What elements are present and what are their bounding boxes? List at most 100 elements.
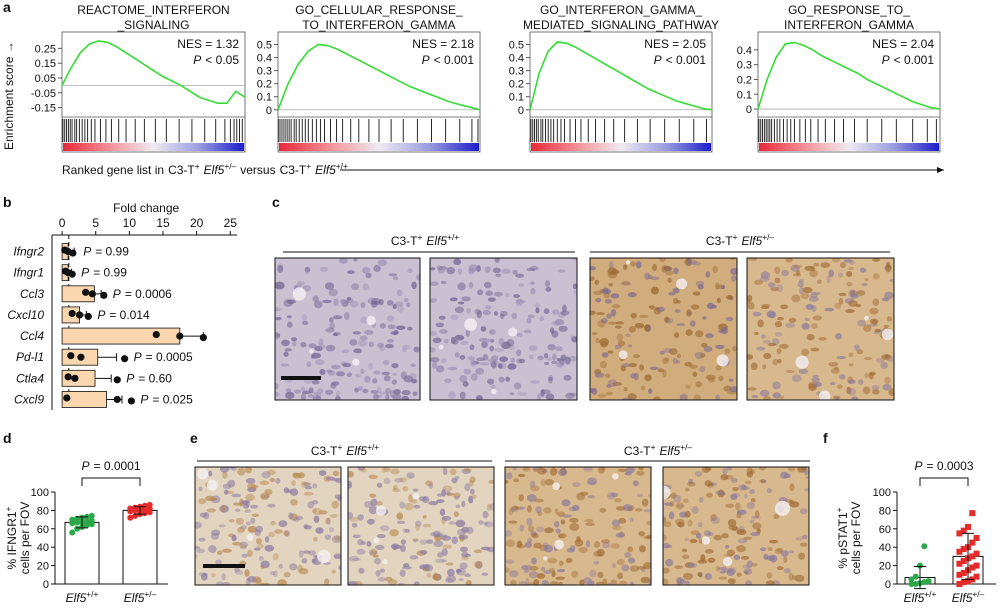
gsea-title: TO_INTERFERON_GAMMA: [302, 18, 455, 32]
cell: [455, 504, 461, 509]
cell: [551, 309, 560, 315]
cell: [399, 569, 406, 577]
category-label: Pd-l1: [16, 350, 44, 364]
category-label: Ccl3: [20, 287, 44, 301]
cell: [606, 582, 612, 585]
cell: [377, 259, 388, 267]
cell: [490, 359, 499, 368]
cell: [759, 479, 766, 483]
cell: [497, 363, 503, 369]
cell: [273, 570, 278, 578]
cell: [779, 343, 789, 349]
cell: [268, 531, 275, 538]
cell: [380, 568, 385, 573]
cell: [467, 356, 476, 361]
cell: [704, 530, 711, 537]
cell: [362, 283, 369, 291]
cell: [513, 294, 520, 298]
cell: [888, 388, 894, 397]
y-tick-label: 20: [879, 561, 891, 573]
cell: [611, 525, 622, 531]
cell: [450, 314, 459, 321]
cell: [313, 515, 320, 523]
x-tick-label-part: Elf5: [124, 591, 145, 605]
cell: [677, 521, 685, 528]
cell: [301, 558, 308, 564]
cell: [684, 537, 689, 542]
cell: [430, 356, 440, 363]
cells: [430, 258, 577, 400]
cell: [396, 289, 403, 297]
enrichment-curve: [529, 41, 713, 111]
cell: [591, 332, 598, 336]
cell: [288, 512, 294, 520]
cell: [632, 480, 639, 487]
p-label-part: = 0.99: [93, 266, 127, 280]
cell: [449, 468, 457, 476]
cell: [484, 521, 494, 528]
cell: [303, 491, 314, 496]
cell: [387, 324, 396, 330]
y-tick-label: 100: [31, 487, 49, 499]
cell: [767, 282, 776, 288]
cell: [441, 535, 451, 541]
cell: [457, 282, 466, 291]
cell: [222, 548, 232, 553]
cell: [729, 386, 737, 393]
cell: [578, 546, 588, 553]
y-tick-label: 0: [43, 579, 49, 591]
p-label-part: P: [422, 53, 430, 67]
x-axis-label-part: Elf5: [204, 163, 225, 177]
x-tick-label: Elf5+/–: [124, 589, 157, 605]
y-tick-label: 60: [37, 524, 49, 536]
error-bar: [97, 353, 118, 362]
cell: [643, 535, 651, 540]
cell: [245, 521, 251, 526]
cell: [487, 297, 496, 302]
cell: [676, 577, 684, 585]
cell: [558, 581, 563, 585]
cell: [641, 498, 649, 507]
cell: [572, 258, 577, 261]
data-point: [64, 373, 72, 381]
cell: [331, 569, 336, 574]
cell: [459, 546, 469, 553]
x-tick-label: 15: [156, 216, 170, 230]
cell: [234, 570, 244, 575]
rank-color-bar: [63, 143, 244, 151]
cell: [607, 321, 618, 325]
cell: [499, 356, 509, 362]
data-point: [956, 571, 963, 578]
cell: [237, 526, 245, 534]
cell: [630, 373, 637, 379]
cell: [562, 514, 573, 518]
cell: [331, 535, 341, 544]
cell: [227, 479, 236, 488]
cell: [439, 329, 448, 334]
cell: [396, 512, 404, 520]
data-point: [68, 270, 76, 278]
cell: [602, 287, 609, 295]
cell: [869, 307, 879, 315]
cell: [811, 377, 820, 383]
cell: [518, 581, 527, 585]
cell: [621, 564, 630, 572]
cell: [861, 282, 868, 287]
cell: [275, 332, 281, 340]
cell: [846, 281, 853, 287]
cell: [466, 307, 472, 314]
cell: [699, 366, 706, 373]
cell: [454, 352, 460, 358]
cell: [362, 266, 371, 274]
cell: [292, 472, 300, 477]
cell: [339, 298, 346, 304]
cell: [799, 508, 808, 515]
data-point: [199, 333, 207, 342]
cell: [328, 527, 335, 533]
cell: [571, 504, 580, 512]
cell: [535, 307, 540, 314]
cell: [242, 503, 250, 509]
lumen: [438, 344, 444, 350]
cell: [662, 357, 669, 365]
cell: [535, 506, 542, 514]
